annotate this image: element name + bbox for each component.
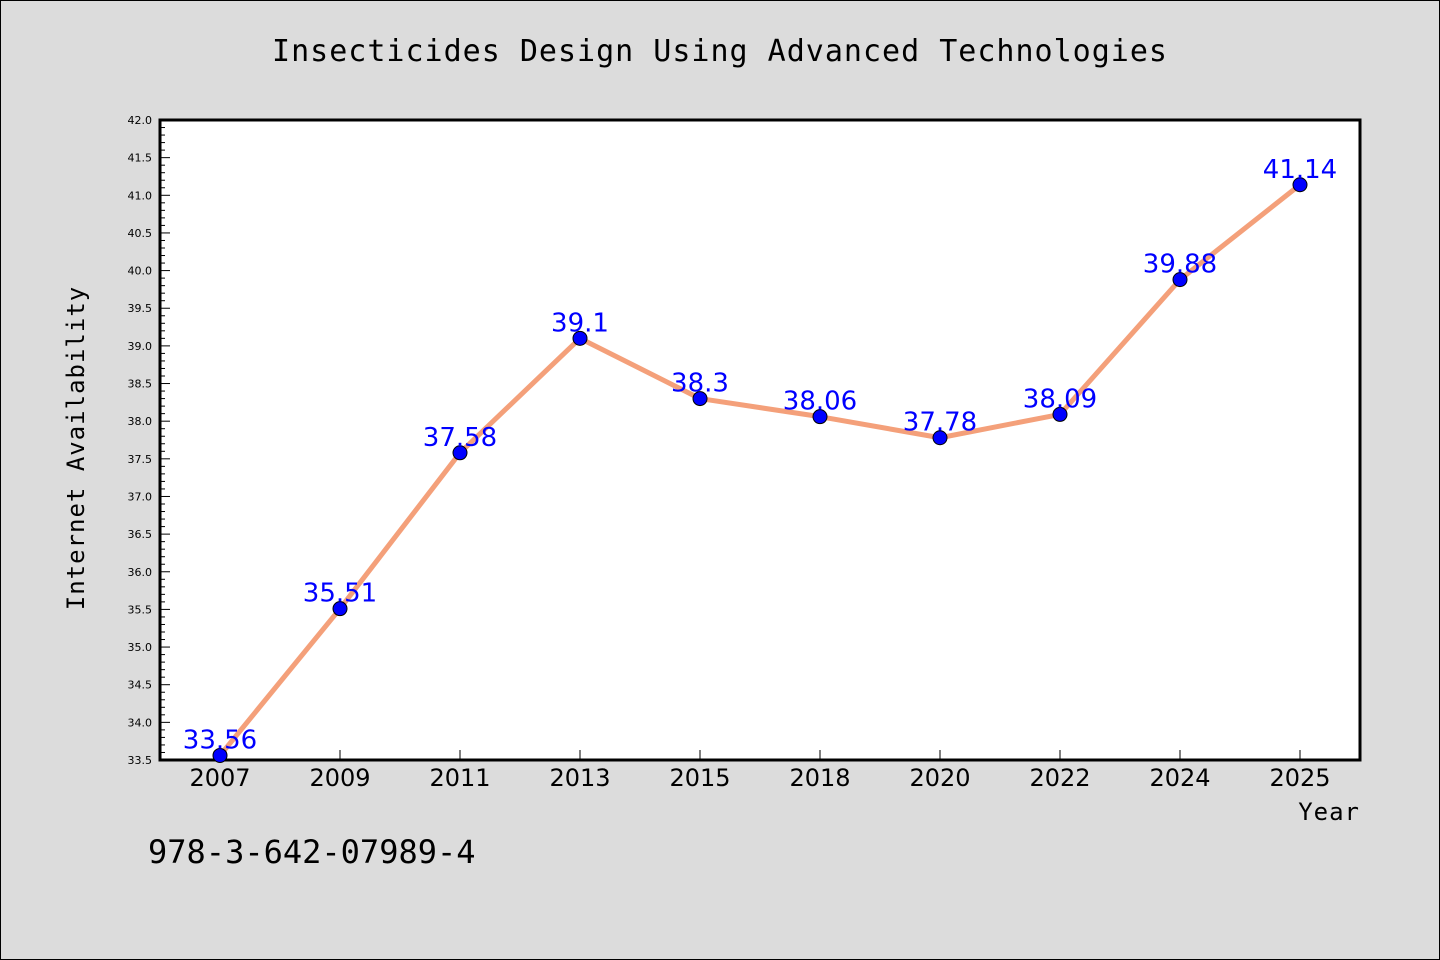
data-point	[572, 330, 588, 346]
data-label: 39.88	[1143, 250, 1217, 280]
x-tick-label: 2007	[189, 764, 250, 792]
chart-title: Insecticides Design Using Advanced Techn…	[272, 34, 1168, 69]
y-tick-label: 34.0	[128, 716, 153, 729]
y-tick-label: 41.0	[128, 189, 153, 202]
x-tick-label: 2013	[549, 764, 610, 792]
y-tick-label: 34.5	[128, 679, 153, 692]
x-tick-label: 2025	[1269, 764, 1330, 792]
data-point	[332, 601, 348, 617]
data-point	[1052, 406, 1068, 422]
y-axis-title: Internet Availability	[62, 286, 90, 610]
data-label: 37.58	[423, 423, 497, 453]
data-label: 33.56	[183, 725, 257, 755]
y-tick-label: 33.5	[128, 754, 153, 767]
data-label: 35.51	[303, 579, 377, 609]
y-axis: 33.5 34.0 34.5 35.0 35.5 36.0 36.5 37.0 37.5 38.0…	[128, 114, 170, 767]
data-point	[692, 391, 708, 407]
series-line	[217, 182, 1303, 758]
data-point	[812, 409, 828, 425]
series-markers	[212, 177, 1308, 763]
y-tick-label: 41.5	[128, 152, 153, 165]
y-tick-label: 38.0	[128, 415, 153, 428]
y-tick-label: 39.0	[128, 340, 153, 353]
x-axis-title: Year	[1298, 798, 1360, 826]
plot-area	[158, 118, 1362, 762]
data-point	[932, 430, 948, 446]
y-tick-label: 42.0	[128, 114, 153, 127]
y-tick-label: 40.0	[128, 265, 153, 278]
x-tick-label: 2009	[309, 764, 370, 792]
y-tick-label: 37.0	[128, 490, 153, 503]
y-tick-label: 36.0	[128, 566, 153, 579]
x-tick-label: 2011	[429, 764, 490, 792]
data-label: 41.14	[1263, 155, 1337, 185]
data-point	[212, 747, 228, 763]
isbn-label: 978-3-642-07989-4	[148, 833, 476, 871]
x-tick-label: 2024	[1149, 764, 1210, 792]
data-label: 38.06	[783, 387, 857, 417]
data-label: 38.3	[671, 369, 729, 399]
data-point	[1292, 177, 1308, 193]
x-axis: 2007 2009 2011 2013 2015 2018 2020 2022 2024 2025	[189, 750, 1331, 792]
y-tick-label: 37.5	[128, 453, 153, 466]
data-label: 39.1	[551, 308, 609, 338]
data-labels: 33.56 35.51 37.58 39.1 38.3 38.06 37.78 38.09 39…	[183, 155, 1337, 756]
x-tick-label: 2022	[1029, 764, 1090, 792]
data-label: 38.09	[1023, 384, 1097, 414]
y-tick-label: 35.0	[128, 641, 153, 654]
data-label: 37.78	[903, 408, 977, 438]
x-tick-label: 2020	[909, 764, 970, 792]
x-tick-label: 2015	[669, 764, 730, 792]
data-point	[452, 445, 468, 461]
y-tick-label: 38.5	[128, 378, 153, 391]
x-tick-label: 2018	[789, 764, 850, 792]
y-tick-label: 40.5	[128, 227, 153, 240]
y-tick-label: 35.5	[128, 603, 153, 616]
y-tick-label: 36.5	[128, 528, 153, 541]
data-point	[1172, 272, 1188, 288]
y-tick-label: 39.5	[128, 302, 153, 315]
